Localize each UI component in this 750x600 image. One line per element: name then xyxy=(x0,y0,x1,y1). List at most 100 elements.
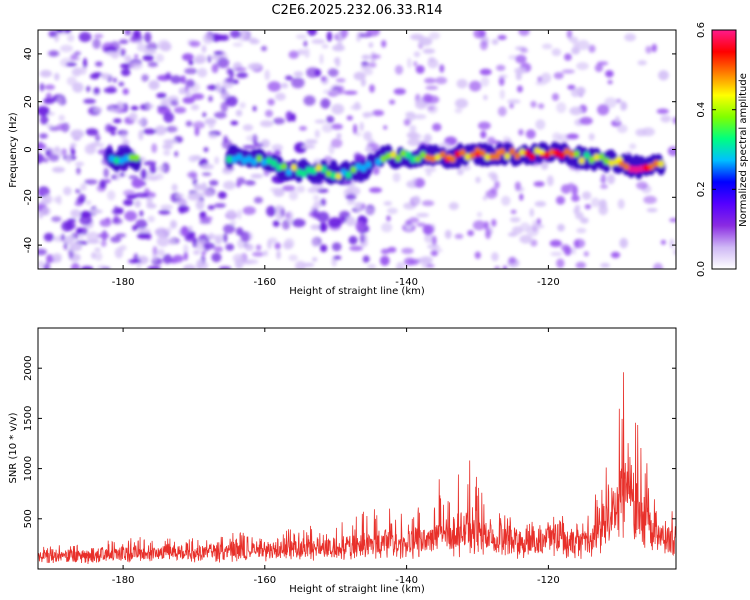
ridge-core xyxy=(524,149,531,157)
noise-blob xyxy=(130,105,139,111)
noise-blob xyxy=(406,131,419,139)
noise-blob xyxy=(222,168,233,175)
noise-blob xyxy=(368,42,374,48)
noise-blob xyxy=(416,222,426,227)
noise-blob xyxy=(514,67,527,74)
noise-blob xyxy=(78,31,92,43)
spectrogram-noise xyxy=(38,30,676,269)
noise-blob xyxy=(65,221,76,230)
noise-blob xyxy=(255,244,262,251)
noise-blob xyxy=(646,208,658,213)
noise-blob xyxy=(118,104,125,111)
snr-x-ticks: -180 -160 -140 -120 xyxy=(112,328,560,586)
noise-blob xyxy=(349,245,363,251)
noise-blob xyxy=(314,68,322,77)
noise-blob xyxy=(161,99,169,108)
colorbar-frame xyxy=(711,29,737,270)
noise-blob xyxy=(605,70,614,78)
noise-blob xyxy=(283,241,293,250)
noise-blob xyxy=(296,49,306,56)
noise-blob xyxy=(660,115,672,123)
noise-blob xyxy=(337,85,345,95)
ridge-core xyxy=(484,153,491,161)
spectrogram-y-label: Frequency (Hz) xyxy=(8,112,19,188)
noise-blob xyxy=(549,239,562,247)
noise-blob xyxy=(569,106,583,116)
noise-blob xyxy=(383,201,393,206)
noise-blob xyxy=(166,227,172,234)
noise-blob xyxy=(615,116,620,124)
ridge-core xyxy=(395,154,402,162)
noise-blob xyxy=(151,253,157,263)
noise-blob xyxy=(571,246,577,255)
noise-blob xyxy=(230,219,237,227)
noise-blob xyxy=(403,118,411,126)
noise-blob xyxy=(360,79,366,87)
noise-blob xyxy=(282,185,296,192)
noise-blob xyxy=(333,255,342,260)
noise-blob xyxy=(157,249,165,257)
noise-blob xyxy=(381,40,387,48)
x-tick-label: -120 xyxy=(537,575,560,586)
noise-blob xyxy=(555,195,566,205)
noise-blob xyxy=(98,142,105,149)
noise-blob xyxy=(137,232,150,240)
noise-blob xyxy=(629,143,637,150)
noise-blob xyxy=(63,242,68,250)
noise-blob xyxy=(383,125,388,130)
noise-blob xyxy=(240,231,250,243)
noise-blob xyxy=(480,76,490,87)
noise-blob xyxy=(95,61,103,67)
ridge-core xyxy=(459,149,466,157)
noise-blob xyxy=(472,220,486,231)
noise-blob xyxy=(490,187,498,194)
noise-blob xyxy=(94,247,101,252)
noise-blob xyxy=(454,233,464,239)
noise-blob xyxy=(299,125,307,131)
ridge-peak xyxy=(552,149,559,155)
noise-blob xyxy=(208,119,215,130)
noise-blob xyxy=(380,248,390,255)
noise-blob xyxy=(56,123,65,131)
noise-blob xyxy=(358,33,372,38)
noise-blob xyxy=(39,133,48,139)
noise-blob xyxy=(313,201,322,209)
ridge-core xyxy=(345,171,352,179)
noise-blob xyxy=(267,98,275,106)
noise-blob xyxy=(43,232,55,242)
noise-blob xyxy=(40,199,49,205)
noise-blob xyxy=(571,184,578,196)
noise-blob xyxy=(295,34,307,40)
noise-blob xyxy=(242,144,257,150)
noise-blob xyxy=(63,186,72,196)
noise-blob xyxy=(48,154,60,162)
noise-blob xyxy=(52,166,65,173)
noise-blob xyxy=(533,181,545,187)
noise-blob xyxy=(53,196,60,203)
noise-blob xyxy=(428,32,441,40)
noise-blob xyxy=(44,84,55,90)
noise-blob xyxy=(424,167,437,172)
noise-blob xyxy=(386,215,391,222)
noise-blob xyxy=(294,142,307,154)
ridge-core xyxy=(429,155,436,163)
noise-blob xyxy=(653,262,663,269)
noise-blob xyxy=(85,128,99,136)
noise-blob xyxy=(143,49,157,55)
ridge-core xyxy=(241,157,248,165)
noise-blob xyxy=(202,265,208,269)
noise-blob xyxy=(214,156,219,165)
noise-blob xyxy=(392,172,401,183)
ridge-peak xyxy=(644,166,651,171)
noise-blob xyxy=(369,187,382,193)
noise-blob xyxy=(111,217,123,225)
ridge-core xyxy=(623,163,630,171)
noise-blob xyxy=(226,209,237,219)
noise-blob xyxy=(491,38,499,45)
noise-blob xyxy=(490,173,499,182)
noise-blob xyxy=(43,97,55,105)
noise-blob xyxy=(206,84,219,91)
noise-blob xyxy=(137,228,151,235)
noise-blob xyxy=(80,183,87,191)
ridge-core xyxy=(405,151,411,159)
